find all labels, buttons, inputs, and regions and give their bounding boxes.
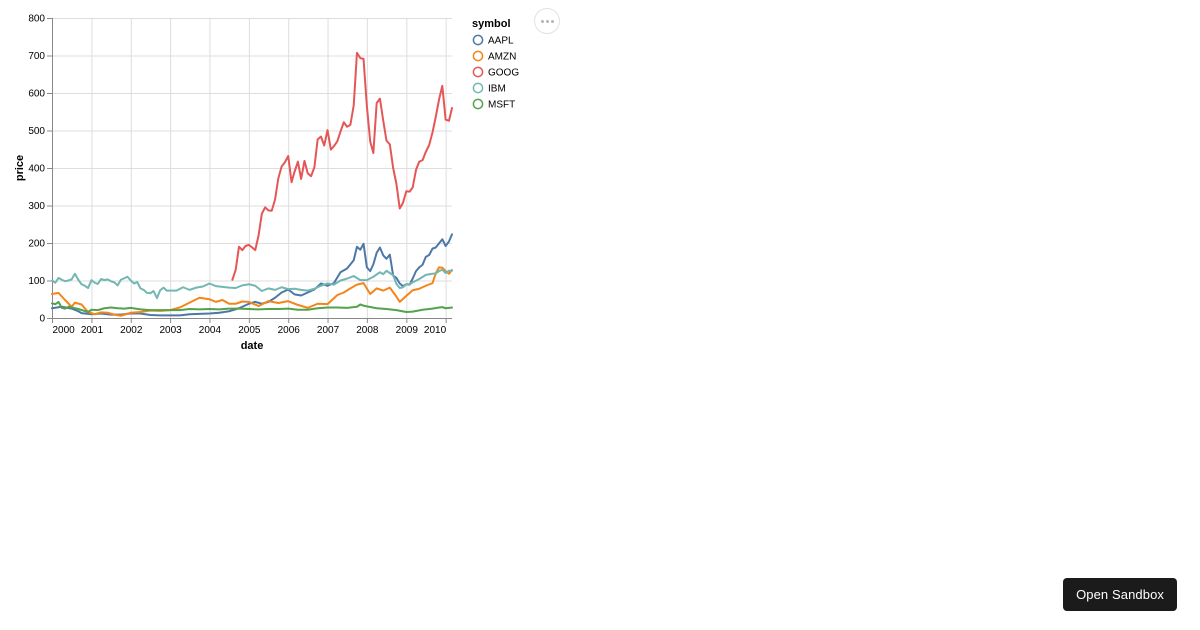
legend-symbol-ibm: [472, 82, 484, 94]
grid: [52, 18, 452, 319]
y-tick-label: 600: [28, 89, 45, 100]
y-tick-label: 700: [28, 51, 45, 62]
y-tick-label: 0: [39, 314, 45, 325]
x-tick-label: 2005: [238, 325, 261, 336]
more-dots-icon: [545, 19, 549, 23]
x-tick-label: 2009: [396, 325, 419, 336]
x-tick-label: 2003: [159, 325, 182, 336]
x-tick-label: 2002: [120, 325, 143, 336]
more-dots-icon: [550, 19, 554, 23]
x-tick-label: 2008: [356, 325, 379, 336]
y-axis-title: price: [14, 155, 26, 181]
open-sandbox-button[interactable]: Open Sandbox: [1063, 578, 1177, 611]
x-tick-label: 2000: [53, 325, 76, 336]
legend-symbol-aapl: [472, 34, 484, 46]
y-tick-label: 100: [28, 276, 45, 287]
legend-label-aapl: AAPL: [488, 36, 514, 47]
y-tick-label: 800: [28, 14, 45, 25]
y-tick-label: 300: [28, 201, 45, 212]
legend-label-amzn: AMZN: [488, 52, 516, 63]
series-lines: [51, 51, 453, 317]
y-tick-label: 500: [28, 126, 45, 137]
legend-symbol-goog: [472, 66, 484, 78]
x-tick-label: 2007: [317, 325, 340, 336]
x-tick-label: 2004: [199, 325, 222, 336]
series-line-msft: [51, 300, 453, 313]
series-line-goog: [231, 51, 453, 281]
legend-label-msft: MSFT: [488, 100, 515, 111]
series-line-amzn: [51, 266, 453, 317]
legend-label-goog: GOOG: [488, 68, 519, 79]
actions-menu-button[interactable]: [534, 8, 560, 34]
x-tick-label: 2001: [81, 325, 104, 336]
legend: symbol AAPL AMZN GOOG IBM MSFT: [472, 18, 519, 111]
legend-title: symbol: [472, 18, 511, 30]
y-tick-label: 400: [28, 164, 45, 175]
x-tick-label: 2006: [278, 325, 301, 336]
legend-symbol-msft: [472, 98, 484, 110]
axes: 0 100 200 300 400 500 600 700 800 2000 2001 2002 200…: [28, 14, 452, 336]
y-tick-label: 200: [28, 239, 45, 250]
legend-symbol-amzn: [472, 50, 484, 62]
x-tick-label: 2010: [424, 325, 447, 336]
x-axis-title: date: [241, 340, 264, 352]
series-line-ibm: [51, 268, 453, 300]
more-dots-icon: [540, 19, 544, 23]
legend-label-ibm: IBM: [488, 84, 506, 95]
